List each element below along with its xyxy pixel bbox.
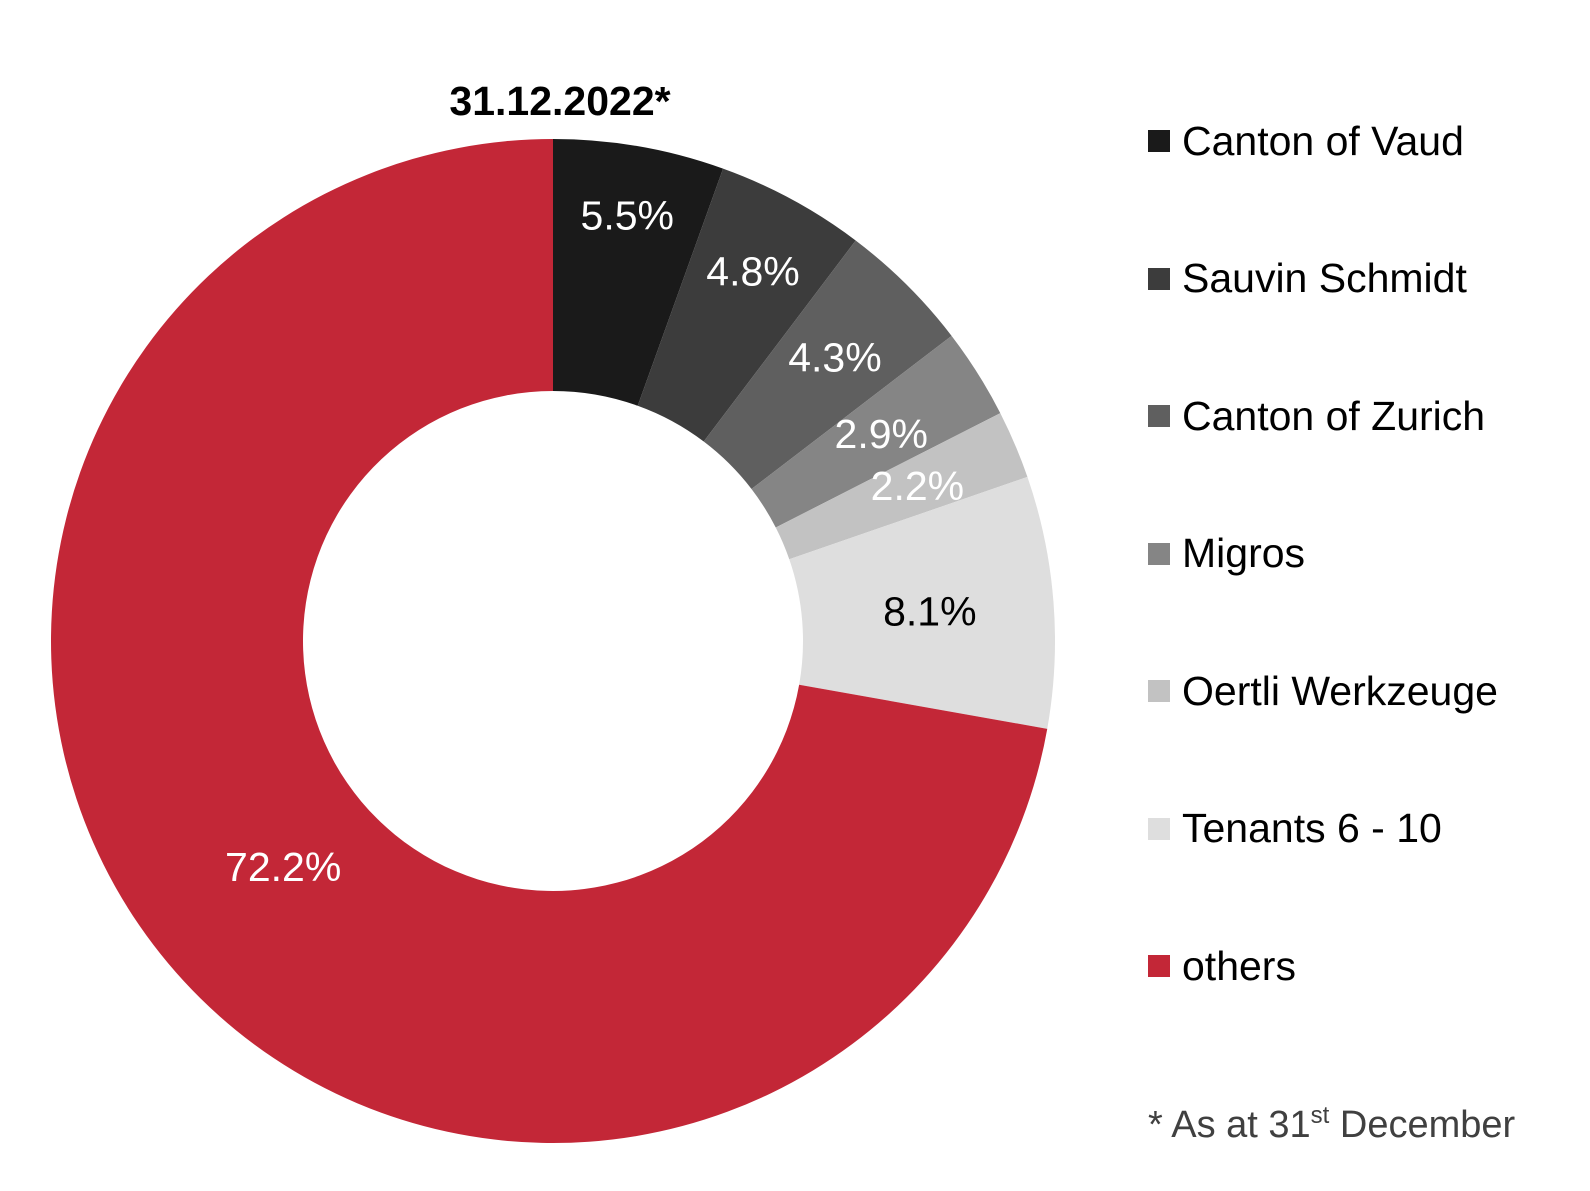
legend-label: Canton of Zurich <box>1182 392 1486 439</box>
slice-canton-of-vaud <box>553 139 724 406</box>
footnote-suffix: December <box>1329 1104 1516 1146</box>
legend-item-others: others <box>1148 941 1296 991</box>
slice-migros <box>751 335 1001 528</box>
legend-item-migros: Migros <box>1148 529 1305 579</box>
slice-label-others: 72.2% <box>225 844 341 890</box>
slice-labels-group: 5.5% 4.8% 4.3% 2.9% 2.2% 8.1% 72.2% <box>225 192 976 890</box>
slice-sauvin-schmidt <box>637 168 856 442</box>
slice-label-oertli-werkzeuge: 2.2% <box>871 463 964 509</box>
legend-item-tenants-6-10: Tenants 6 - 10 <box>1148 804 1442 854</box>
slice-canton-of-zurich <box>703 240 952 490</box>
legend-label: Tenants 6 - 10 <box>1182 805 1442 851</box>
legend-swatch <box>1148 542 1170 565</box>
footnote-sup: st <box>1310 1102 1330 1129</box>
footnote-prefix: * As at 31 <box>1148 1104 1311 1146</box>
legend-label: others <box>1182 942 1296 989</box>
slice-label-sauvin-schmidt: 4.8% <box>706 249 799 295</box>
slice-others <box>51 139 1048 1144</box>
chart-title: 31.12.2022* <box>449 78 670 124</box>
legend-swatch <box>1148 405 1170 427</box>
legend-label: Migros <box>1182 530 1306 576</box>
legend-item-sauvin-schmidt: Sauvin Schmidt <box>1148 254 1467 304</box>
legend-swatch <box>1148 955 1170 977</box>
slice-label-canton-of-vaud: 5.5% <box>581 192 674 238</box>
legend-label: Sauvin Schmidt <box>1182 255 1467 301</box>
legend-swatch <box>1148 130 1170 152</box>
legend-item-canton-of-zurich: Canton of Zurich <box>1148 391 1485 441</box>
legend-item-oertli-werkzeuge: Oertli Werkzeuge <box>1148 666 1498 716</box>
slice-label-migros: 2.9% <box>835 411 928 457</box>
legend-swatch <box>1148 267 1170 290</box>
footnote: * As at 31st December <box>1148 1102 1515 1147</box>
legend-label: Oertli Werkzeuge <box>1182 667 1498 714</box>
legend-label: Canton of Vaud <box>1182 117 1464 164</box>
slices-group <box>51 139 1055 1144</box>
slice-oertli-werkzeuge <box>775 413 1028 560</box>
slice-label-tenants-6-10: 8.1% <box>883 588 976 634</box>
slice-label-canton-of-zurich: 4.3% <box>788 334 881 380</box>
legend-item-canton-of-vaud: Canton of Vaud <box>1148 116 1464 166</box>
slice-tenants-6-10 <box>789 476 1055 729</box>
legend-swatch <box>1148 680 1170 702</box>
legend-swatch <box>1148 817 1170 840</box>
